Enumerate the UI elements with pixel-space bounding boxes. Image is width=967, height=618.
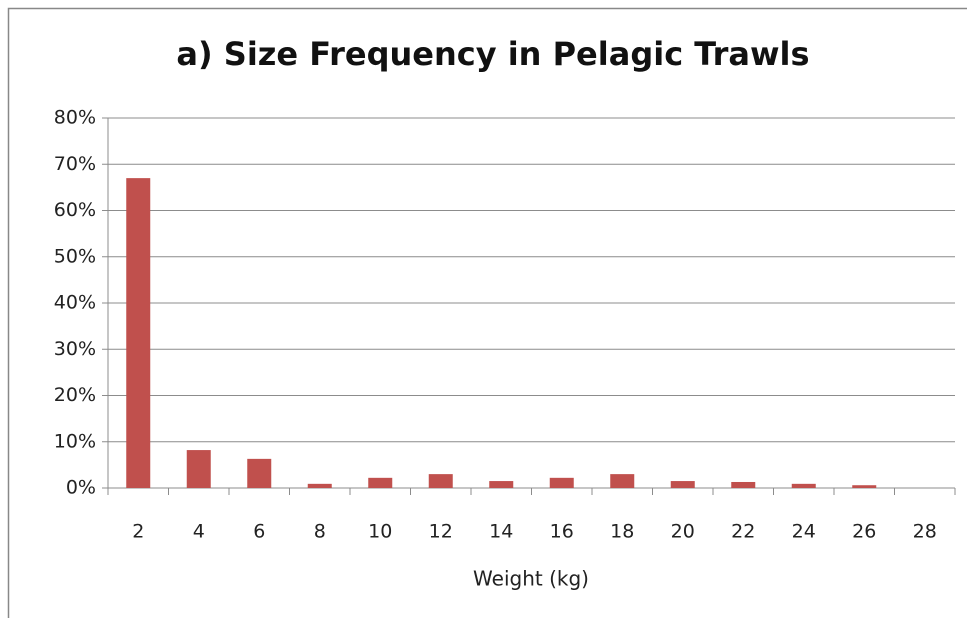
- x-tick-label: 18: [610, 521, 634, 543]
- x-tick-label: 10: [368, 521, 392, 543]
- bar: [247, 458, 272, 488]
- y-tick-label: 40%: [54, 292, 96, 314]
- chart-title: a) Size Frequency in Pelagic Trawls: [176, 35, 809, 73]
- y-tick-label: 30%: [54, 338, 96, 360]
- x-tick-label: 14: [489, 521, 513, 543]
- bar: [126, 178, 151, 488]
- bar: [610, 474, 635, 488]
- y-tick-label: 70%: [54, 153, 96, 175]
- bar: [368, 477, 393, 488]
- y-tick-label: 20%: [54, 384, 96, 406]
- y-tick-label: 50%: [54, 245, 96, 267]
- x-tick-label: 16: [550, 521, 574, 543]
- x-tick-label: 26: [852, 521, 876, 543]
- bar: [186, 450, 211, 488]
- x-tick-label: 28: [913, 521, 937, 543]
- bar: [731, 481, 756, 488]
- y-tick-label: 80%: [54, 107, 96, 129]
- bar: [670, 481, 695, 488]
- x-tick-label: 8: [314, 521, 326, 543]
- x-tick-label: 24: [792, 521, 816, 543]
- y-tick-label: 10%: [54, 430, 96, 452]
- bar: [489, 481, 514, 488]
- bar: [852, 485, 877, 488]
- x-tick-label: 4: [193, 521, 205, 543]
- x-tick-label: 6: [253, 521, 265, 543]
- y-tick-label: 0%: [66, 477, 96, 499]
- x-tick-label: 22: [731, 521, 755, 543]
- x-axis-label: Weight (kg): [473, 567, 589, 591]
- bar: [791, 483, 816, 488]
- bar: [549, 477, 574, 488]
- x-tick-label: 20: [671, 521, 695, 543]
- chart-border: [7, 7, 967, 618]
- bar: [307, 483, 332, 488]
- bar: [428, 474, 453, 488]
- y-tick-label: 60%: [54, 199, 96, 221]
- x-tick-label: 2: [132, 521, 144, 543]
- x-tick-label: 12: [429, 521, 453, 543]
